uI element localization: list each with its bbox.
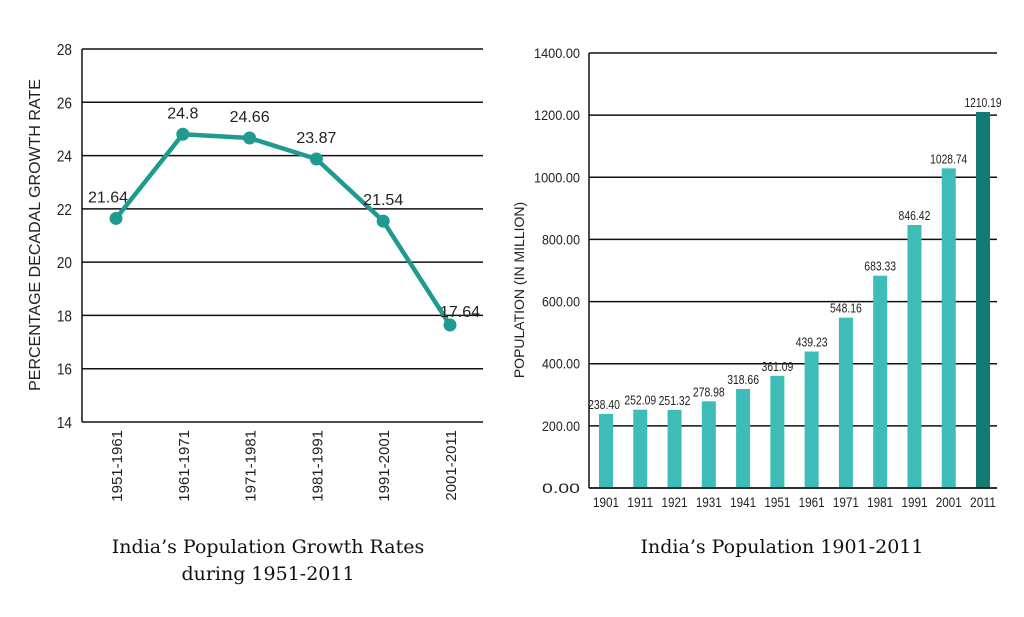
bar xyxy=(633,409,648,488)
y-tick-label: 400.00 xyxy=(542,356,580,372)
data-point xyxy=(443,318,457,332)
x-tick-label: 1931 xyxy=(696,494,722,510)
data-label: 361.09 xyxy=(761,359,793,374)
data-point xyxy=(376,214,390,228)
y-tick-label: 1000.00 xyxy=(534,169,580,185)
data-label: 17.64 xyxy=(440,304,480,321)
bar xyxy=(976,111,990,488)
data-label: 21.64 xyxy=(88,189,128,206)
bar xyxy=(736,388,751,488)
y-tick-label: 22 xyxy=(57,202,72,219)
x-tick-label: 1981-1991 xyxy=(309,430,326,502)
bar xyxy=(907,225,922,488)
x-tick-label: 1961-1971 xyxy=(176,430,193,502)
y-tick-label: 1200.00 xyxy=(534,107,580,123)
y-tick-label: 28 xyxy=(57,42,72,59)
data-label: 1210.19 xyxy=(964,95,1001,110)
bar xyxy=(770,375,785,488)
data-label: 251.32 xyxy=(659,393,691,408)
y-tick-label: 26 xyxy=(57,95,72,112)
left-chart-title-line-2: during 1951-2011 xyxy=(181,563,355,585)
bar xyxy=(838,317,853,488)
growth-rate-line xyxy=(114,132,452,327)
data-label: 21.54 xyxy=(363,192,403,209)
data-point xyxy=(176,127,190,141)
data-point xyxy=(109,211,123,225)
y-tick-label: 200.00 xyxy=(542,418,580,434)
x-tick-label: 1991-2001 xyxy=(376,430,393,502)
left-chart-title: India’s Population Growth Rates during 1… xyxy=(68,534,468,588)
y-tick-label: 24 xyxy=(57,149,72,166)
y-tick-label: 0.00 xyxy=(542,480,580,496)
bar xyxy=(941,168,956,489)
data-label: 548.16 xyxy=(830,301,862,316)
y-tick-label: 20 xyxy=(57,255,72,272)
right-chart-title: India’s Population 1901-2011 xyxy=(640,536,924,558)
data-point xyxy=(243,131,257,145)
x-tick-label: 1901 xyxy=(593,494,619,510)
x-tick-label: 2001-2011 xyxy=(443,430,460,501)
data-label: 318.66 xyxy=(727,372,759,387)
x-tick-label: 1971-1981 xyxy=(243,430,260,502)
bar xyxy=(599,413,613,488)
y-axis-label: PERCENTAGE DECADAL GROWTH RATE xyxy=(27,79,44,391)
bar xyxy=(873,275,888,488)
x-tick-label: 1971 xyxy=(833,494,859,510)
x-tick-label: 1951 xyxy=(764,494,790,510)
x-tick-label: 1951-1961 xyxy=(109,430,126,502)
data-label: 24.66 xyxy=(230,109,270,126)
data-label: 24.8 xyxy=(167,105,198,122)
data-label: 278.98 xyxy=(693,384,725,399)
x-tick-label: 1941 xyxy=(730,494,756,510)
y-tick-label: 16 xyxy=(57,362,72,379)
x-tick-label: 1981 xyxy=(867,494,893,510)
y-axis-label: POPULATION (IN MILLION) xyxy=(511,202,527,378)
data-point xyxy=(309,152,323,166)
data-label: 252.09 xyxy=(624,393,656,408)
x-tick-label: 1991 xyxy=(901,494,927,510)
bar xyxy=(667,409,682,488)
y-tick-label: 18 xyxy=(57,308,72,325)
y-tick-label: 800.00 xyxy=(542,231,580,247)
data-label: 1028.74 xyxy=(930,151,967,166)
left-chart-title-line-1: India’s Population Growth Rates xyxy=(111,536,425,558)
x-tick-label: 1911 xyxy=(627,494,653,510)
x-tick-label: 2001 xyxy=(936,494,962,510)
y-tick-label: 600.00 xyxy=(542,294,580,310)
data-label: 238.40 xyxy=(588,397,620,412)
data-label: 23.87 xyxy=(296,130,336,147)
x-tick-label: 1961 xyxy=(799,494,825,510)
data-label: 846.42 xyxy=(899,208,931,223)
data-label: 683.33 xyxy=(864,259,896,274)
y-tick-label: 14 xyxy=(57,415,72,432)
x-tick-label: 1921 xyxy=(662,494,688,510)
y-tick-label: 1400.00 xyxy=(534,45,580,61)
x-tick-label: 2011 xyxy=(970,494,996,510)
data-label: 439.23 xyxy=(796,335,828,350)
bar xyxy=(804,351,819,488)
bar xyxy=(701,401,716,488)
